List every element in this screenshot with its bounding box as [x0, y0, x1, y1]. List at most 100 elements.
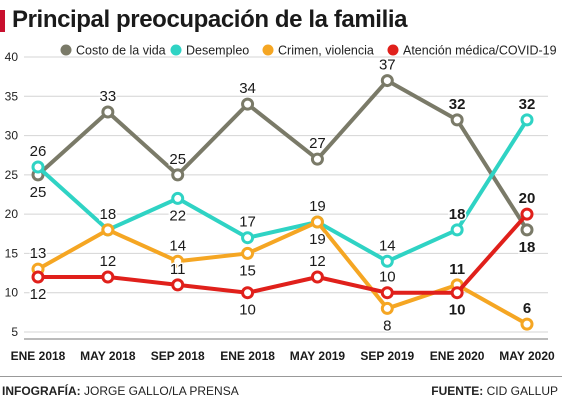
- data-point: [241, 286, 255, 300]
- line-chart: 5 10 15 20 25 30 35 40 ENE 2018 MAY 2018 SEP 2018 E…: [5, 44, 557, 364]
- x-tick-label: SEP 2019: [360, 349, 414, 363]
- data-label: 12: [100, 253, 117, 270]
- data-label: 37: [379, 57, 396, 74]
- data-point: [171, 254, 185, 268]
- y-tick-label: 15: [5, 246, 19, 260]
- data-point: [450, 286, 464, 300]
- legend-marker: [170, 44, 182, 56]
- legend-label: Desempleo: [186, 44, 249, 58]
- legend-marker: [60, 44, 72, 56]
- data-label: 32: [519, 96, 536, 113]
- data-point: [520, 317, 534, 331]
- x-tick-label: ENE 2018: [220, 349, 275, 363]
- data-point: [31, 270, 45, 284]
- data-label: 26: [30, 143, 47, 160]
- data-point: [520, 113, 534, 127]
- y-tick-label: 40: [5, 50, 19, 64]
- data-label: 27: [309, 135, 326, 152]
- data-label: 6: [523, 300, 531, 317]
- data-point: [450, 223, 464, 237]
- data-label: 22: [169, 207, 186, 224]
- series-line: [36, 220, 529, 327]
- data-label: 14: [169, 237, 186, 254]
- data-label: 34: [239, 80, 256, 97]
- data-point: [310, 152, 324, 166]
- data-point: [31, 160, 45, 174]
- series-line: [36, 117, 529, 264]
- data-label: 32: [449, 96, 466, 113]
- y-tick-label: 30: [5, 129, 19, 143]
- data-label: 14: [379, 237, 396, 254]
- data-label: 19: [309, 231, 326, 248]
- y-tick-label: 35: [5, 89, 19, 103]
- data-point: [171, 191, 185, 205]
- data-label: 15: [239, 262, 256, 279]
- data-point: [520, 223, 534, 237]
- series: [31, 74, 534, 331]
- data-point: [101, 223, 115, 237]
- data-point: [520, 207, 534, 221]
- data-label: 20: [519, 190, 536, 207]
- x-tick-label: ENE 2020: [430, 349, 485, 363]
- x-tick-label: MAY 2018: [80, 349, 136, 363]
- data-label: 10: [449, 302, 466, 319]
- chart-title: Principal preocupación de la familia: [12, 6, 408, 33]
- source: FUENTE: CID GALLUP: [431, 384, 558, 398]
- data-label: 18: [449, 206, 466, 223]
- footer: INFOGRAFÍA: JORGE GALLO/LA PRENSA FUENTE…: [0, 376, 562, 400]
- legend-label: Atención médica/COVID-19: [403, 44, 557, 58]
- data-point: [171, 278, 185, 292]
- data-label: 19: [309, 198, 326, 215]
- y-tick-label: 10: [5, 286, 19, 300]
- data-point: [450, 113, 464, 127]
- footer-divider: [0, 376, 562, 377]
- legend: Costo de la vida Desempleo Crimen, violenc…: [60, 44, 557, 58]
- data-point: [241, 231, 255, 245]
- data-point: [380, 74, 394, 88]
- data-label: 25: [169, 151, 186, 168]
- data-label: 11: [170, 261, 186, 278]
- source-label: FUENTE:: [431, 384, 484, 398]
- y-tick-label: 5: [11, 325, 18, 339]
- data-point: [101, 105, 115, 119]
- data-point: [310, 270, 324, 284]
- credit: INFOGRAFÍA: JORGE GALLO/LA PRENSA: [2, 384, 239, 398]
- data-label: 18: [100, 206, 117, 223]
- x-tick-label: ENE 2018: [11, 349, 66, 363]
- data-label: 10: [379, 269, 396, 286]
- legend-label: Costo de la vida: [76, 44, 166, 58]
- x-tick-label: SEP 2018: [151, 349, 205, 363]
- data-point: [380, 286, 394, 300]
- series-line: [36, 78, 529, 232]
- source-value: CID GALLUP: [486, 384, 558, 398]
- data-label: 17: [239, 214, 256, 231]
- x-tick-label: MAY 2020: [499, 349, 555, 363]
- data-point: [171, 168, 185, 182]
- data-label: 11: [449, 261, 465, 278]
- legend-label: Crimen, violencia: [278, 44, 374, 58]
- series-line: [36, 212, 529, 295]
- title-area: Principal preocupación de la familia: [0, 0, 562, 40]
- credit-label: INFOGRAFÍA:: [2, 384, 81, 398]
- data-point: [101, 270, 115, 284]
- data-point: [310, 215, 324, 229]
- data-label: 13: [30, 245, 47, 262]
- data-label: 25: [30, 184, 47, 201]
- data-point: [241, 246, 255, 260]
- title-accent-bar: [0, 10, 5, 32]
- legend-marker: [387, 44, 399, 56]
- data-label: 18: [519, 239, 536, 256]
- data-label: 8: [383, 317, 391, 334]
- data-label: 10: [239, 302, 256, 319]
- y-tick-label: 25: [5, 168, 19, 182]
- credit-value: JORGE GALLO/LA PRENSA: [84, 384, 239, 398]
- data-label: 12: [309, 253, 326, 270]
- x-tick-label: MAY 2019: [290, 349, 346, 363]
- legend-marker: [262, 44, 274, 56]
- axes: 5 10 15 20 25 30 35 40 ENE 2018 MAY 2018 SEP 2018 E…: [5, 50, 555, 363]
- y-tick-label: 20: [5, 207, 19, 221]
- data-label: 12: [30, 286, 47, 303]
- data-label: 18: [100, 206, 117, 223]
- data-point: [241, 97, 255, 111]
